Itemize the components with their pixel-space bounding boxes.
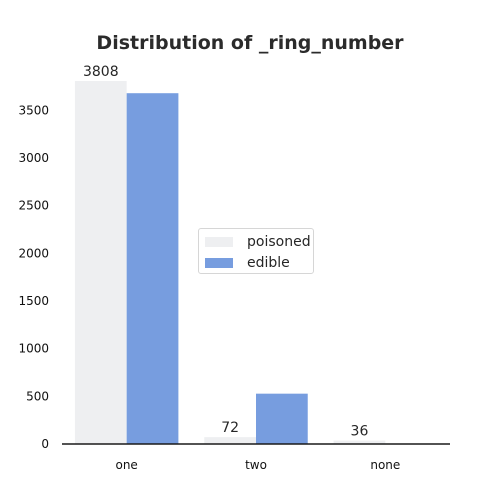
- y-tick-label: 500: [26, 389, 49, 403]
- x-tick-label-two: two: [245, 458, 267, 472]
- legend-label-poisoned: poisoned: [247, 234, 311, 250]
- data-label-one: 3808: [83, 64, 119, 80]
- bar-poisoned-two: [204, 437, 256, 444]
- legend-item-poisoned: poisoned: [205, 233, 311, 251]
- y-tick-label: 1000: [18, 342, 49, 356]
- y-tick-label: 2500: [18, 199, 49, 213]
- y-tick-label: 0: [41, 437, 49, 451]
- data-label-two: 72: [221, 420, 239, 436]
- bar-edible-two: [256, 393, 308, 444]
- bar-poisoned-none: [333, 440, 386, 444]
- chart-legend: poisoned edible: [198, 228, 314, 274]
- legend-swatch-poisoned: [205, 237, 233, 247]
- y-tick-label: 3500: [18, 103, 49, 117]
- legend-label-edible: edible: [247, 255, 290, 271]
- legend-item-edible: edible: [205, 254, 290, 272]
- bar-edible-one: [126, 93, 179, 444]
- y-tick-label: 1500: [18, 294, 49, 308]
- data-label-none: 36: [351, 424, 369, 440]
- chart-title: Distribution of _ring_number: [96, 32, 404, 54]
- legend-swatch-edible: [205, 258, 233, 268]
- y-tick-label: 3000: [18, 151, 49, 165]
- bar-poisoned-one: [74, 81, 127, 445]
- y-tick-label: 2000: [18, 246, 49, 260]
- x-tick-label-one: one: [115, 458, 137, 472]
- x-tick-label-none: none: [370, 458, 400, 472]
